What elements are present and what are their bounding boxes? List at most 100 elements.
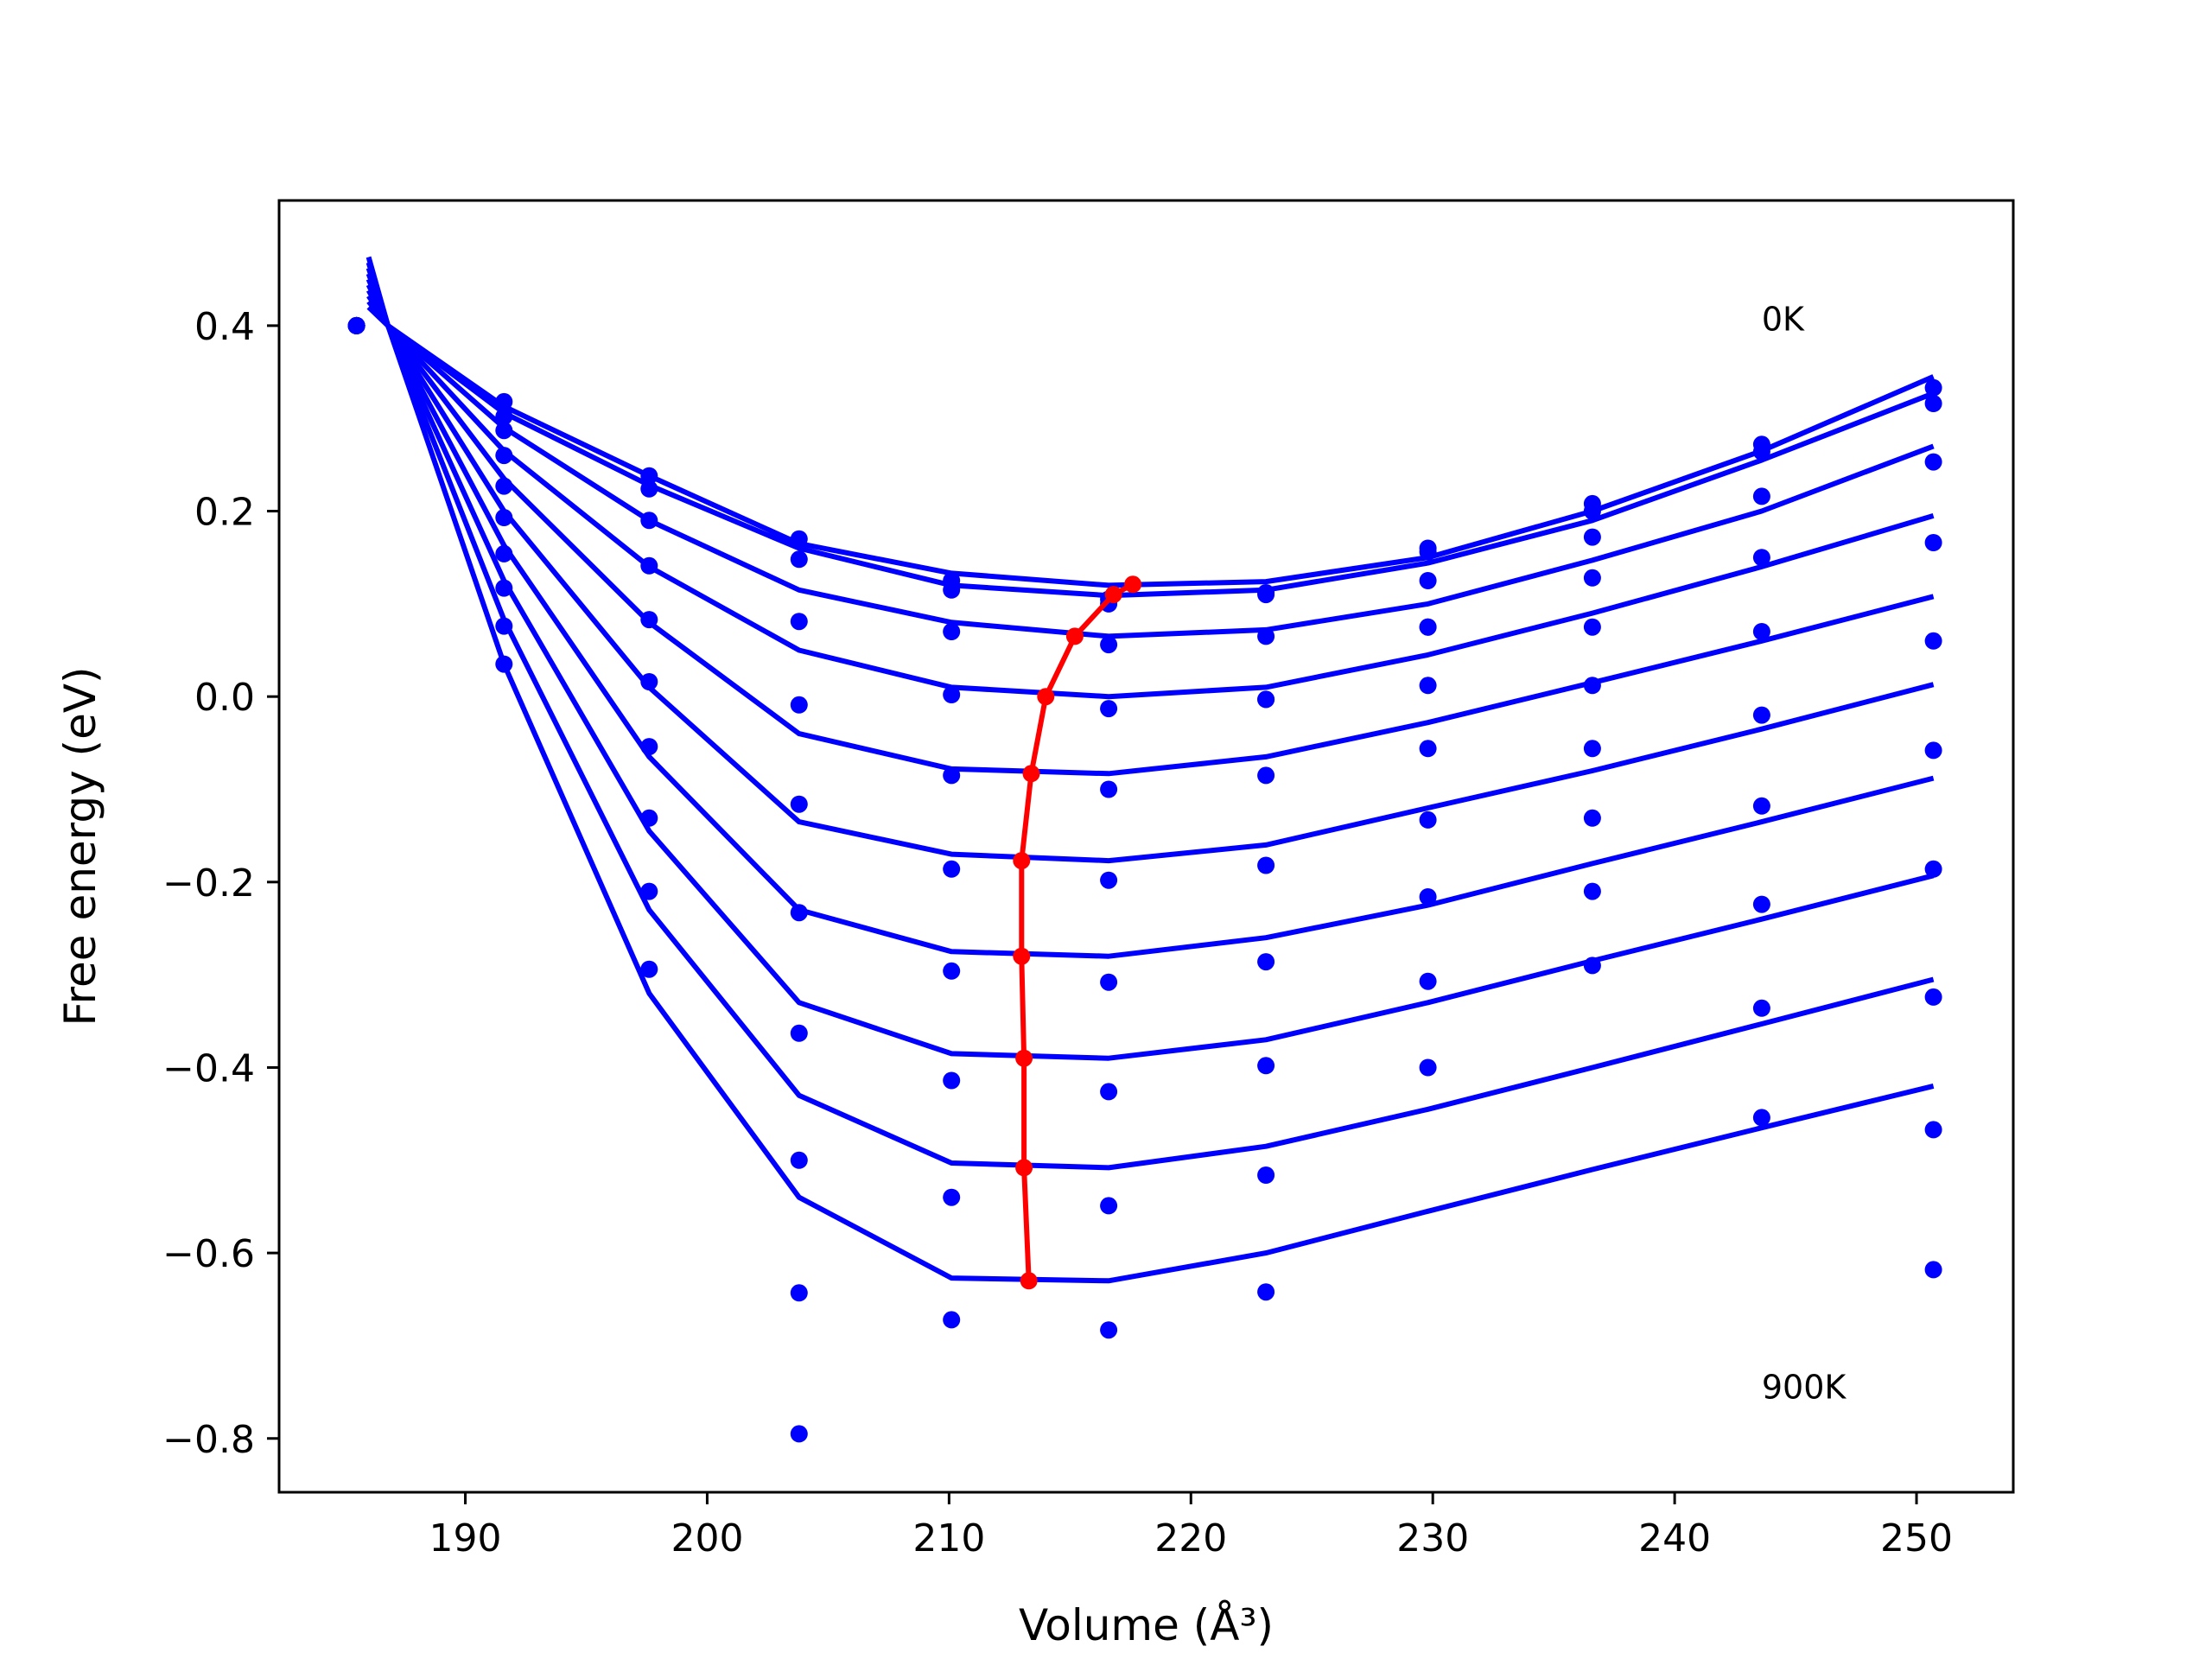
data-point-s6-8 (1419, 677, 1437, 695)
data-point-s6-7 (1257, 766, 1275, 785)
data-point-s3-7 (1257, 627, 1275, 645)
minimum-point-8 (1015, 1049, 1033, 1067)
data-point-s2-10 (1752, 442, 1770, 461)
data-point-s7-2 (495, 544, 513, 563)
fit-curve-4 (365, 272, 1935, 700)
x-tick-label-190: 190 (429, 1516, 502, 1560)
minimum-point-2 (1104, 586, 1122, 604)
data-point-s9-5 (943, 1188, 961, 1206)
data-point-s9-3 (640, 882, 658, 900)
data-point-s4-5 (943, 686, 961, 703)
data-point-s8-7 (1257, 953, 1275, 971)
y-tick-label-4: 0.0 (194, 676, 255, 720)
fit-curve-2 (365, 262, 1935, 599)
minimum-point-1 (1124, 575, 1142, 594)
data-point-s5-7 (1257, 690, 1275, 709)
minimum-point-6 (1013, 852, 1031, 870)
data-point-s6-9 (1583, 677, 1601, 695)
data-point-s3-11 (1924, 453, 1942, 471)
data-point-s2-8 (1419, 543, 1437, 561)
data-point-s1-2 (495, 392, 513, 410)
plot-area (347, 256, 1942, 1443)
data-point-s9-4 (790, 1284, 808, 1302)
data-point-s9-9 (1583, 882, 1601, 900)
data-point-s2-9 (1583, 502, 1601, 520)
data-point-s10-4 (790, 1425, 808, 1443)
data-point-s10-7 (1257, 1166, 1275, 1184)
data-point-s7-6 (1100, 973, 1118, 991)
x-axis-label: Volume (Å³) (1019, 1600, 1274, 1650)
data-point-s2-3 (640, 480, 658, 498)
data-point-s8-11 (1924, 988, 1942, 1006)
data-point-s11-7 (1257, 1283, 1275, 1301)
fit-curve-6 (365, 283, 1935, 864)
data-point-s3-6 (1100, 636, 1118, 654)
data-point-s5-4 (790, 795, 808, 813)
data-point-s10-5 (943, 1311, 961, 1329)
data-point-s8-10 (1752, 895, 1770, 913)
data-point-s1-11 (1924, 378, 1942, 397)
minimum-point-4 (1037, 688, 1055, 706)
data-point-s4-8 (1419, 572, 1437, 589)
data-point-s5-3 (640, 611, 658, 629)
data-point-s8-8 (1419, 810, 1437, 829)
y-axis: −0.8 −0.6 −0.4 −0.2 0.0 0.2 0.4 (162, 305, 279, 1462)
minimum-point-9 (1015, 1159, 1033, 1177)
data-point-s7-11 (1924, 860, 1942, 878)
annotations: 0K 900K (1762, 300, 1847, 1406)
data-point-s4-2 (495, 447, 513, 465)
minimum-point-3 (1065, 627, 1084, 645)
data-point-s1-4 (790, 530, 808, 548)
minimum-point-7 (1013, 947, 1031, 965)
x-tick-label-240: 240 (1638, 1516, 1711, 1560)
data-point-s9-6 (1100, 1197, 1118, 1215)
data-point-s3-10 (1752, 487, 1770, 505)
x-tick-label-220: 220 (1154, 1516, 1227, 1560)
data-point-s5-2 (495, 477, 513, 495)
data-point-s5-8 (1419, 618, 1437, 636)
data-point-s3-4 (790, 613, 808, 631)
data-point-s4-3 (640, 556, 658, 575)
annotation-2: 900K (1762, 1369, 1847, 1407)
x-tick-label-250: 250 (1880, 1516, 1953, 1560)
data-point-s4-4 (790, 696, 808, 714)
data-point-s5-5 (943, 766, 961, 785)
data-point-s4-6 (1100, 700, 1118, 718)
data-point-s4-9 (1583, 569, 1601, 587)
axes-border (277, 199, 2015, 1494)
data-point-s1-3 (640, 467, 658, 485)
data-point-s2-5 (943, 581, 961, 599)
fit-curve-1 (365, 256, 1935, 588)
y-tick-label-3: −0.2 (162, 861, 255, 906)
minimum-volume-line (1019, 582, 1135, 1281)
data-point-s10-10 (1752, 1109, 1770, 1127)
y-tick-label-5: 0.2 (194, 491, 255, 535)
data-point-s4-11 (1924, 534, 1942, 551)
data-point-s8-6 (1100, 1083, 1118, 1101)
data-point-s8-5 (943, 1071, 961, 1090)
x-axis: 190 200 210 220 230 240 250 (429, 1492, 1953, 1560)
data-point-s8-3 (640, 809, 658, 827)
minimum-point-10 (1020, 1272, 1038, 1290)
data-point-s9-10 (1752, 999, 1770, 1017)
data-point-s6-6 (1100, 871, 1118, 889)
data-point-s5-10 (1752, 623, 1770, 640)
data-point-s7-4 (790, 1024, 808, 1042)
data-point-s8-4 (790, 1151, 808, 1169)
data-point-s8-9 (1583, 809, 1601, 827)
data-point-s5-6 (1100, 780, 1118, 798)
data-point-s4-10 (1752, 549, 1770, 567)
data-point-s9-7 (1257, 1057, 1275, 1075)
data-point-s6-10 (1752, 706, 1770, 724)
x-tick-label-230: 230 (1396, 1516, 1469, 1560)
data-point-s7-8 (1419, 740, 1437, 758)
data-point-s7-9 (1583, 740, 1601, 758)
data-point-s10-6 (1100, 1321, 1118, 1339)
data-point-s3-3 (640, 512, 658, 530)
data-point-s9-2 (495, 617, 513, 635)
y-tick-label-2: −0.4 (162, 1046, 255, 1090)
x-tick-label-210: 210 (912, 1516, 985, 1560)
data-point-s10-9 (1583, 957, 1601, 975)
